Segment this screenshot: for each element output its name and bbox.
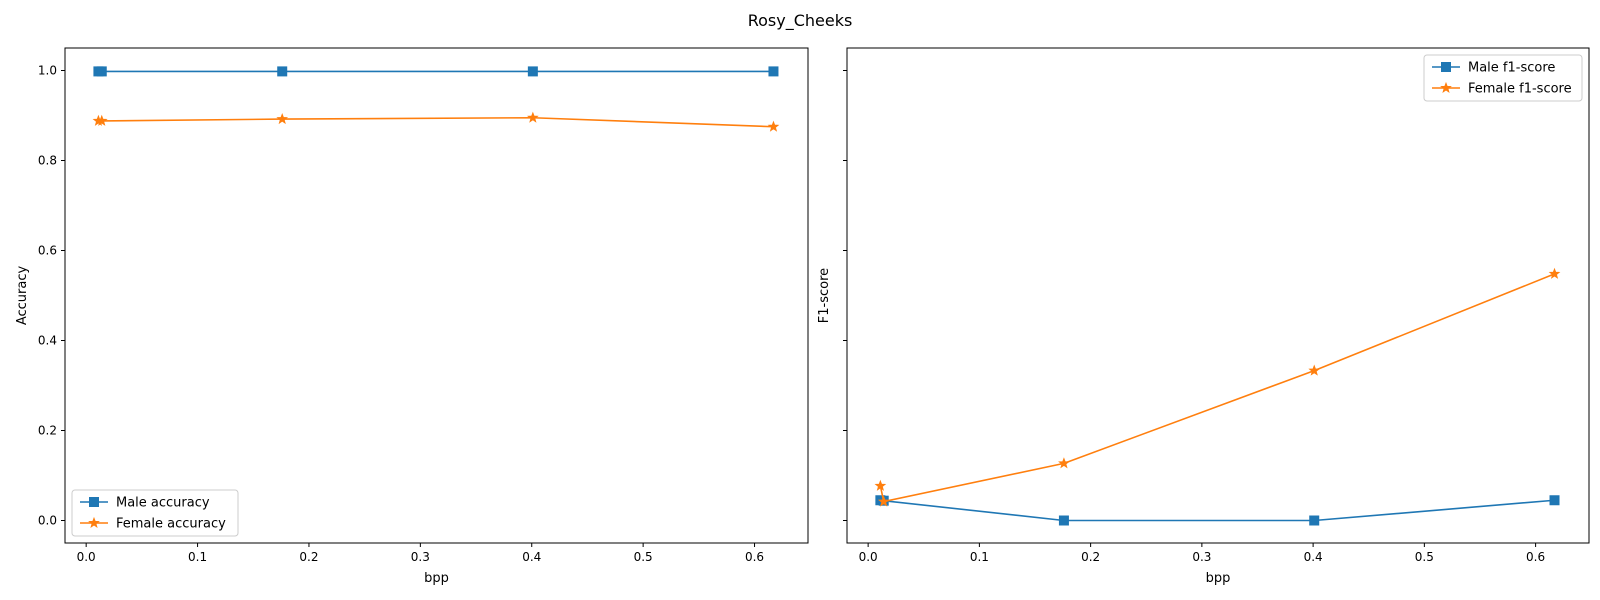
legend-marker (1441, 62, 1451, 72)
data-point-male-accuracy (527, 66, 538, 77)
x-tick-label: 0.1 (188, 550, 207, 564)
x-tick-label: 0.5 (1415, 550, 1434, 564)
data-point-female-f1-score (1548, 267, 1561, 279)
legend: Male accuracy Female accuracy (71, 489, 239, 537)
y-tick-label: 1.0 (38, 64, 57, 78)
x-tick-label: 0.2 (1081, 550, 1100, 564)
axes-frame (64, 47, 809, 544)
x-tick-label: 0.0 (77, 550, 96, 564)
data-point-female-accuracy (95, 114, 108, 126)
x-tick-label: 0.6 (1526, 550, 1545, 564)
y-axis-label: F1-score (817, 268, 832, 323)
x-tick-label: 0.3 (1192, 550, 1211, 564)
x-axis-label: bpp (424, 571, 449, 586)
x-tick-label: 0.3 (411, 550, 430, 564)
data-point-male-accuracy (277, 66, 288, 77)
data-point-male-f1-score (1549, 495, 1560, 506)
data-point-male-f1-score (1309, 515, 1320, 526)
data-point-female-f1-score (1308, 364, 1321, 376)
x-tick-label: 0.6 (745, 550, 764, 564)
axes-frame (846, 47, 1590, 544)
legend-label: Female f1-score (1468, 82, 1572, 97)
legend-label: Male accuracy (116, 496, 210, 511)
series-line-female-f1-score (879, 273, 1555, 503)
series-line-male-f1-score (880, 499, 1555, 522)
legend-marker (88, 516, 100, 528)
x-tick-label: 0.5 (634, 550, 653, 564)
legend-label: Male f1-score (1468, 61, 1555, 76)
legend-box (1423, 54, 1583, 102)
y-axis-label: Accuracy (15, 266, 30, 326)
data-point-female-accuracy (767, 120, 780, 132)
data-point-male-accuracy (96, 66, 107, 77)
data-point-female-f1-score (1058, 457, 1070, 469)
legend-label: Female accuracy (116, 517, 226, 532)
y-tick-label: 0.4 (38, 334, 57, 348)
data-point-male-f1-score (1058, 515, 1069, 526)
data-point-female-f1-score (877, 495, 890, 507)
legend-marker (1440, 81, 1452, 93)
y-tick-label: 0.2 (38, 424, 57, 438)
figure-title: Rosy_Cheeks (748, 11, 853, 31)
data-point-female-f1-score (874, 479, 887, 491)
data-point-female-accuracy (276, 112, 289, 125)
x-tick-label: 0.0 (859, 550, 878, 564)
legend-marker (89, 497, 99, 507)
accuracy-panel: 0.0 0.1 0.2 0.3 0.4 0.5 0.6 0.0 0.2 0.4 0.6 0.8 1.0 b… (15, 47, 809, 586)
x-tick-label: 0.2 (299, 550, 318, 564)
x-axis-label: bpp (1206, 571, 1231, 586)
x-tick-label: 0.4 (522, 550, 541, 564)
y-tick-label: 0.0 (38, 514, 57, 528)
series-line-female-accuracy (98, 116, 774, 128)
x-tick-label: 0.4 (1304, 550, 1323, 564)
legend-box (71, 489, 239, 537)
y-tick-label: 0.8 (38, 154, 57, 168)
x-tick-label: 0.1 (970, 550, 989, 564)
legend: Male f1-score Female f1-score (1423, 54, 1583, 102)
data-point-male-accuracy (768, 66, 779, 77)
f1-score-panel: 0.0 0.1 0.2 0.3 0.4 0.5 0.6 bpp F1-score Male f1-… (817, 47, 1590, 586)
y-tick-label: 0.6 (38, 244, 57, 258)
data-point-female-accuracy (527, 111, 539, 123)
